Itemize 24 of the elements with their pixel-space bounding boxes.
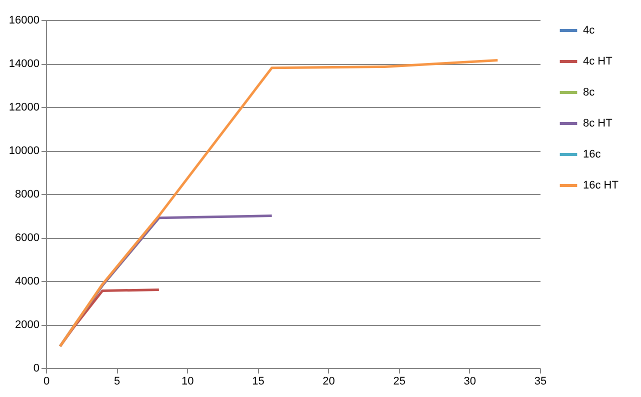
line-series xyxy=(58,58,499,348)
x-tick-label: 25 xyxy=(393,376,406,388)
legend-label: 8c HT xyxy=(583,118,613,130)
legend-label: 16c HT xyxy=(583,180,619,192)
y-tick-label: 2000 xyxy=(15,319,40,331)
y-tick-label: 12000 xyxy=(8,102,40,114)
x-tick-label: 15 xyxy=(252,376,264,388)
legend-label: 4c HT xyxy=(583,56,613,68)
legend-label: 16c xyxy=(583,148,602,160)
legend-label: 4c xyxy=(583,24,596,36)
x-tick-label: 20 xyxy=(322,376,335,388)
y-tick-label: 0 xyxy=(33,362,40,374)
legend-label: 8c xyxy=(583,86,596,98)
x-tick-label: 0 xyxy=(43,376,50,388)
x-tick-label: 35 xyxy=(534,376,547,388)
y-tick-label: 10000 xyxy=(8,145,40,157)
y-tick-label: 8000 xyxy=(15,188,40,200)
y-tick-label: 4000 xyxy=(15,276,40,288)
x-tick-label: 5 xyxy=(114,376,120,388)
x-tick-label: 30 xyxy=(464,376,476,388)
y-tick-label: 6000 xyxy=(15,232,40,244)
y-tick-label: 16000 xyxy=(8,14,40,26)
y-tick-label: 14000 xyxy=(8,58,40,70)
x-tick-label: 10 xyxy=(182,376,194,388)
